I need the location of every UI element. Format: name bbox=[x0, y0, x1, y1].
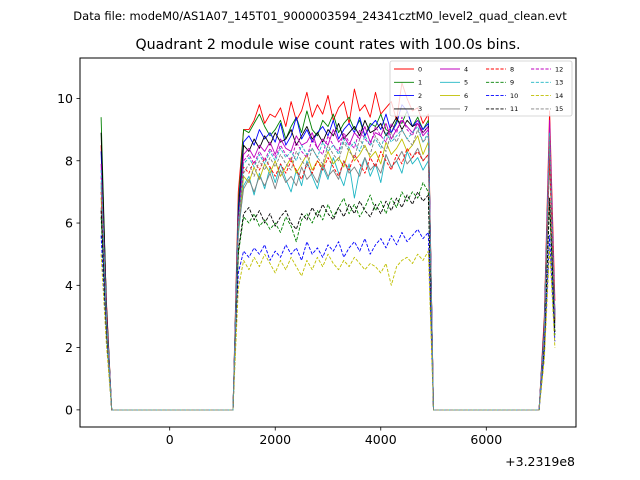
series-line-12 bbox=[100, 116, 556, 411]
legend-label-9: 9 bbox=[510, 79, 514, 87]
legend-label-3: 3 bbox=[418, 105, 422, 113]
legend-label-14: 14 bbox=[555, 92, 563, 100]
legend-label-7: 7 bbox=[464, 105, 468, 113]
data-file-suptitle: Data file: modeM0/AS1A07_145T01_90000035… bbox=[73, 9, 567, 23]
series-line-2 bbox=[100, 104, 556, 411]
y-tick-label: 4 bbox=[65, 278, 73, 293]
series-line-6 bbox=[100, 135, 556, 411]
legend-label-1: 1 bbox=[418, 79, 422, 87]
legend-box bbox=[389, 60, 573, 117]
legend-label-12: 12 bbox=[555, 65, 563, 73]
y-axis: 0 2 4 6 8 10 bbox=[57, 91, 80, 417]
x-offset-text: +3.2319e8 bbox=[505, 454, 575, 469]
x-axis: 0 2000 4000 6000 bbox=[166, 427, 502, 447]
legend-label-8: 8 bbox=[510, 65, 514, 73]
series-line-14 bbox=[100, 247, 556, 411]
x-tick-label: 0 bbox=[166, 432, 174, 447]
legend-label-11: 11 bbox=[510, 105, 518, 113]
legend-label-2: 2 bbox=[418, 92, 422, 100]
y-tick-label: 10 bbox=[57, 91, 73, 106]
x-tick-label: 4000 bbox=[365, 432, 397, 447]
y-tick-label: 6 bbox=[65, 216, 73, 231]
legend-label-4: 4 bbox=[464, 65, 468, 73]
series-line-9 bbox=[100, 182, 556, 411]
series-line-0 bbox=[100, 82, 556, 411]
series-line-10 bbox=[100, 228, 556, 411]
x-tick-label: 2000 bbox=[259, 432, 291, 447]
series-line-11 bbox=[100, 191, 556, 411]
series-line-5 bbox=[100, 150, 556, 411]
legend-label-15: 15 bbox=[555, 105, 563, 113]
plot-frame bbox=[79, 57, 577, 428]
legend-label-13: 13 bbox=[555, 79, 563, 87]
series-line-7 bbox=[100, 147, 556, 411]
y-tick-label: 0 bbox=[65, 402, 73, 417]
x-tick-label: 6000 bbox=[470, 432, 502, 447]
legend-label-5: 5 bbox=[464, 79, 468, 87]
series-line-8 bbox=[100, 147, 556, 411]
y-tick-label: 2 bbox=[65, 340, 73, 355]
series-line-4 bbox=[100, 119, 556, 411]
chart-title: Quadrant 2 module wise count rates with … bbox=[135, 37, 520, 53]
series-layer bbox=[100, 82, 556, 411]
legend-label-10: 10 bbox=[510, 92, 518, 100]
legend-label-0: 0 bbox=[418, 65, 422, 73]
series-line-15 bbox=[100, 129, 556, 411]
y-tick-label: 8 bbox=[65, 153, 73, 168]
series-line-3 bbox=[100, 116, 556, 411]
legend-label-6: 6 bbox=[464, 92, 468, 100]
series-line-13 bbox=[100, 126, 556, 411]
series-line-1 bbox=[100, 110, 556, 411]
